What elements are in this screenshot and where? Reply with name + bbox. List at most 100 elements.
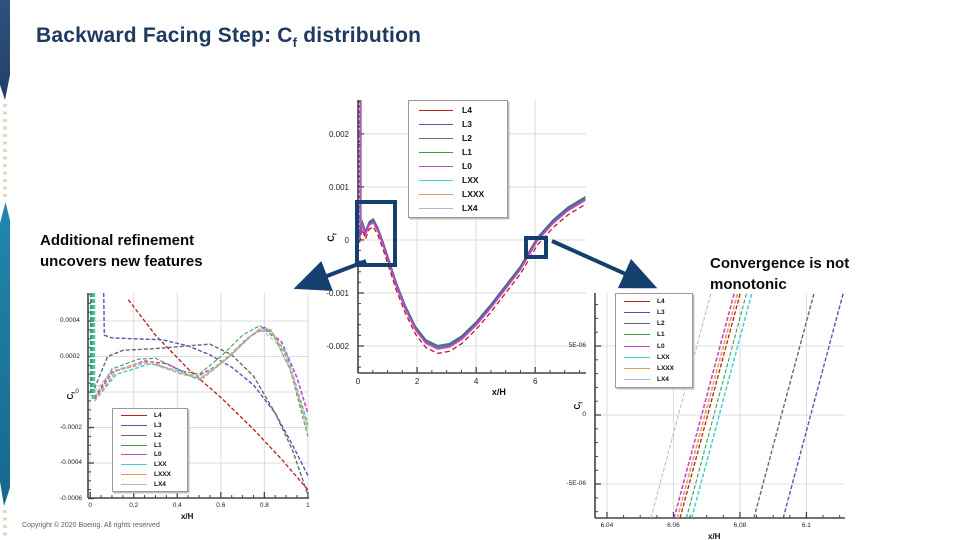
legend-label: L0 bbox=[657, 342, 665, 350]
legend-label: LXX bbox=[657, 353, 670, 361]
legend-item: LXX bbox=[119, 460, 181, 470]
legend-label: L3 bbox=[462, 119, 472, 129]
legend-item: LXX bbox=[415, 173, 501, 187]
legend-line-L0 bbox=[624, 345, 650, 347]
legend-label: L3 bbox=[154, 422, 162, 430]
tick-label-y: -0.0002 bbox=[60, 423, 83, 431]
strip-dots-top bbox=[3, 104, 7, 200]
chart-legend: L4 L3 L2 L1 L0 LXX LXXX LX4 bbox=[615, 293, 693, 388]
strip-teal-segment bbox=[0, 202, 10, 506]
legend-line-L0 bbox=[419, 165, 453, 167]
legend-item: L0 bbox=[119, 450, 181, 460]
main-cf-chart: 0 2 4 6 0.002 0.001 0 -0.001 -0.002 x/H Cf L4 L3 L2 L1… bbox=[320, 100, 620, 410]
highlight-box-reattachment-region bbox=[524, 236, 548, 259]
legend-item: LX4 bbox=[415, 201, 501, 215]
legend-item: LX4 bbox=[622, 374, 686, 385]
legend-line-L2 bbox=[624, 323, 650, 325]
legend-item: L1 bbox=[622, 329, 686, 340]
series-L1 bbox=[685, 293, 748, 518]
tick-label-y: -0.0006 bbox=[60, 494, 83, 502]
legend-item: L2 bbox=[622, 318, 686, 329]
series-LX4 bbox=[650, 293, 712, 518]
legend-line-LXX bbox=[121, 464, 147, 466]
legend-line-L2 bbox=[121, 434, 147, 436]
tick-label-x: 6 bbox=[532, 377, 538, 386]
legend-line-L1 bbox=[624, 334, 650, 336]
series-L3 bbox=[782, 293, 844, 518]
legend-label: L1 bbox=[462, 147, 472, 157]
legend-label: L4 bbox=[657, 298, 665, 306]
legend-item: LX4 bbox=[119, 479, 181, 489]
tick-label-y: -0.002 bbox=[326, 341, 349, 351]
legend-line-LXXX bbox=[419, 193, 453, 195]
tick-label-y: 0 bbox=[75, 388, 79, 396]
legend-item: L4 bbox=[119, 411, 181, 421]
legend-label: LX4 bbox=[657, 375, 669, 383]
legend-label: LXX bbox=[154, 461, 167, 469]
strip-dots-bottom bbox=[3, 510, 7, 536]
legend-line-L4 bbox=[624, 301, 650, 303]
legend-line-LXXX bbox=[121, 473, 147, 475]
legend-label: L4 bbox=[462, 105, 472, 115]
strip-navy-segment bbox=[0, 0, 10, 100]
tick-label-x: 6.06 bbox=[667, 522, 680, 529]
legend-label: L3 bbox=[657, 309, 665, 317]
legend-label: L2 bbox=[462, 133, 472, 143]
legend-line-LX4 bbox=[624, 378, 650, 380]
series-LXXX bbox=[676, 293, 739, 518]
legend-label: L0 bbox=[462, 161, 472, 171]
chart-canvas bbox=[594, 293, 845, 519]
left-annotation-line2: uncovers new features bbox=[40, 253, 203, 270]
legend-line-L4 bbox=[121, 415, 147, 417]
chart-canvas bbox=[87, 293, 309, 500]
tick-label-y: 0 bbox=[344, 235, 349, 245]
series-L4 bbox=[127, 299, 309, 491]
tick-label-x: 0.2 bbox=[129, 502, 139, 509]
tick-label-x: 6.1 bbox=[801, 522, 811, 529]
tick-label-x: 0 bbox=[355, 377, 361, 386]
legend-label: LXXX bbox=[462, 189, 485, 199]
legend-line-LX4 bbox=[121, 483, 147, 485]
tick-label-y: 0.0004 bbox=[60, 317, 80, 325]
legend-line-LX4 bbox=[419, 207, 453, 209]
legend-label: LX4 bbox=[462, 203, 478, 213]
legend-label: L4 bbox=[154, 412, 162, 420]
tick-label-y: 0 bbox=[582, 411, 586, 419]
legend-label: L1 bbox=[657, 331, 665, 339]
tick-label-y: 5E-06 bbox=[568, 342, 586, 349]
legend-label: L1 bbox=[154, 441, 162, 449]
series-LXX bbox=[690, 293, 753, 518]
series-L0 bbox=[358, 199, 586, 350]
legend-line-L0 bbox=[121, 454, 147, 456]
legend-line-L3 bbox=[419, 123, 453, 125]
x-axis-label: x/H bbox=[708, 532, 721, 540]
legend-line-L1 bbox=[121, 444, 147, 446]
legend-line-L3 bbox=[624, 312, 650, 314]
legend-item: L1 bbox=[119, 440, 181, 450]
tick-label-x: 6.04 bbox=[600, 522, 614, 529]
legend-item: L2 bbox=[415, 131, 501, 145]
series-L0 bbox=[673, 293, 736, 518]
legend-item: L4 bbox=[415, 103, 501, 117]
chart-legend: L4 L3 L2 L1 L0 LXX LXXX LX4 bbox=[408, 100, 508, 218]
legend-item: LXXX bbox=[119, 470, 181, 480]
left-annotation-line1: Additional refinement bbox=[40, 232, 195, 249]
series-L4 bbox=[358, 203, 586, 355]
tick-label-x: 0 bbox=[88, 502, 92, 509]
legend-label: LXXX bbox=[154, 470, 171, 478]
tick-label-x: 2 bbox=[414, 377, 420, 386]
inset-chart-step-region: 0 0.2 0.4 0.6 0.8 1 0.0004 0.0002 0 -0.0002 -0.000… bbox=[60, 293, 350, 533]
tick-label-x: 0.4 bbox=[172, 502, 182, 509]
legend-label: LX4 bbox=[154, 480, 166, 488]
legend-item: L4 bbox=[622, 296, 686, 307]
legend-item: L0 bbox=[622, 341, 686, 352]
legend-label: LXXX bbox=[657, 364, 674, 372]
series-L4 bbox=[679, 293, 741, 518]
inset-chart-reattachment-region: 6.04 6.06 6.08 6.1 5E-06 0 -5E-06 x/H Cf L4 L3 L2 L1… bbox=[560, 293, 860, 540]
legend-line-LXX bbox=[624, 356, 650, 358]
copyright: Copyright © 2020 Boeing. All rights rese… bbox=[22, 522, 160, 529]
legend-label: LXX bbox=[462, 175, 479, 185]
legend-item: LXXX bbox=[622, 363, 686, 374]
series-L1 bbox=[94, 324, 309, 437]
legend-line-LXXX bbox=[624, 367, 650, 369]
